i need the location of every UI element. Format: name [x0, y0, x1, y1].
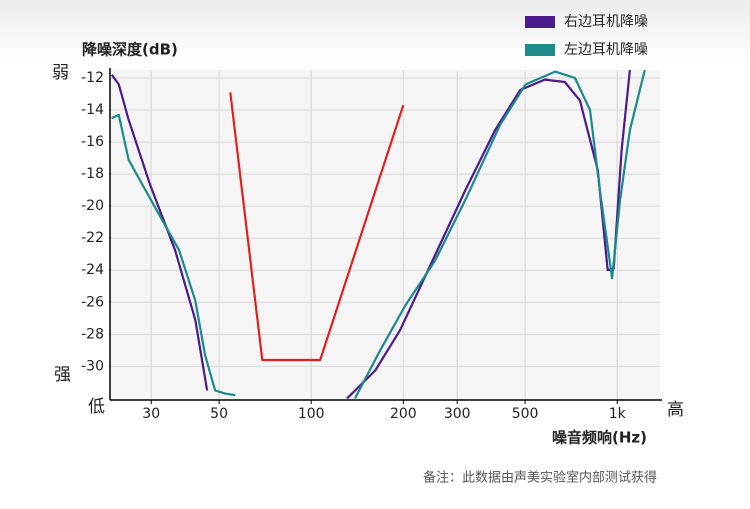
y-tick-label: -20 [81, 198, 104, 214]
y-tick-label: -28 [81, 326, 104, 342]
y-tick-label: -22 [81, 230, 104, 246]
x-axis-label: 噪音频响(Hz) [552, 429, 647, 447]
annotation: 低 [88, 397, 105, 417]
x-tick-label: 200 [390, 406, 417, 422]
x-tick-label: 500 [512, 406, 539, 422]
lines [110, 69, 646, 400]
y-tick-label: -26 [81, 294, 104, 310]
y-tick-label: -14 [81, 102, 104, 118]
y-tick-label: -18 [81, 166, 104, 182]
series-line [111, 69, 646, 399]
y-axis-label: 降噪深度(dB) [82, 41, 178, 59]
y-tick-label: -24 [81, 262, 104, 278]
x-tick-label: 30 [142, 406, 160, 422]
x-tick-label: 300 [444, 406, 471, 422]
annotation: 弱 [52, 63, 69, 83]
legend-swatch [525, 44, 555, 56]
plot-area [110, 70, 660, 400]
y-tick-label: -12 [81, 70, 104, 86]
annotation: 强 [54, 365, 71, 385]
x-tick-label: 100 [298, 406, 325, 422]
annotation: 高 [667, 400, 684, 420]
x-tick-label: 50 [210, 406, 228, 422]
note: 备注：此数据由声美实验室内部测试获得 [423, 470, 657, 486]
y-tick-label: -30 [81, 358, 104, 374]
x-tick-label: 1k [609, 406, 627, 422]
legend-label: 左边耳机降噪 [564, 42, 648, 58]
series-line [229, 92, 405, 362]
y-tick-label: -16 [81, 134, 104, 150]
legend-swatch [525, 16, 555, 28]
legend-label: 右边耳机降噪 [564, 14, 648, 30]
